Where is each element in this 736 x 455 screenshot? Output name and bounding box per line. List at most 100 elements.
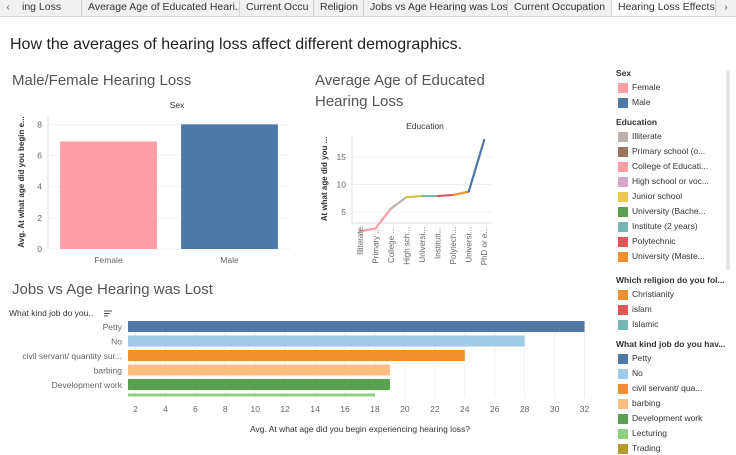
jobs-bar[interactable] <box>128 393 375 397</box>
legend-swatch <box>618 222 628 232</box>
jobs-bar[interactable] <box>128 379 390 390</box>
legend-label: islam <box>632 304 652 314</box>
legend-swatch <box>618 252 628 262</box>
legend-item[interactable]: Female <box>616 82 726 94</box>
legend-item[interactable]: University (Maste... <box>616 251 726 263</box>
tab-hearing-loss[interactable]: ing Loss <box>16 0 82 16</box>
bar-female[interactable] <box>60 141 157 249</box>
edu-chart-title-line1: Average Age of Educated <box>315 72 485 89</box>
education-header: Education <box>406 121 444 131</box>
legend-label: Petty <box>632 353 652 363</box>
legend-label: Islamic <box>632 319 659 329</box>
edu-category-label: Primary ... <box>371 227 380 263</box>
tab-scroll-right-icon[interactable]: › <box>724 2 728 13</box>
jobs-x-tick: 16 <box>340 404 350 414</box>
jobs-category-label: Petty <box>103 322 123 332</box>
jobs-x-tick: 24 <box>460 404 470 414</box>
edu-line-segment[interactable] <box>436 193 455 198</box>
sex-chart-title: Male/Female Hearing Loss <box>12 72 192 89</box>
jobs-bar[interactable] <box>128 335 525 347</box>
jobs-header: What kind job do you.. <box>9 308 93 318</box>
legend-item[interactable]: civil servant/ qua... <box>616 383 726 395</box>
tab-hearing-loss-effects[interactable]: Hearing Loss Effects <box>612 0 716 16</box>
tab-current-occupation[interactable]: Current Occupation <box>508 0 612 16</box>
jobs-category-label: barbing <box>94 366 123 376</box>
legend-item[interactable]: islam <box>616 304 726 316</box>
legend-item[interactable]: Islamic <box>616 319 726 331</box>
jobs-x-tick: 14 <box>310 404 320 414</box>
edu-category-label: High sch... <box>402 227 411 265</box>
legend-item[interactable]: Illiterate <box>616 131 726 143</box>
tab-jobs-vs-age[interactable]: Jobs vs Age Hearing was Lost <box>364 0 508 16</box>
legend-swatch <box>618 429 628 439</box>
legend-title: Which religion do you fol... <box>616 275 725 285</box>
edu-line-segment[interactable] <box>452 190 470 197</box>
tab-average-age-educated[interactable]: Average Age of Educated Heari... <box>82 0 240 16</box>
jobs-category-label: No <box>111 337 122 347</box>
legend-item[interactable]: Primary school (o... <box>616 146 726 158</box>
tab-religion[interactable]: Religion <box>314 0 364 16</box>
legend-item[interactable]: College of Educati... <box>616 161 726 173</box>
legend-swatch <box>618 147 628 157</box>
edu-chart-title-line2: Hearing Loss <box>315 93 404 110</box>
legend-item[interactable]: University (Bache... <box>616 206 726 218</box>
legend-item[interactable]: Lecturing <box>616 428 726 440</box>
edu-category-label: Universi... <box>418 227 427 263</box>
sex-category-label: Female <box>94 255 123 265</box>
legend-swatch <box>618 290 628 300</box>
legend-swatch <box>618 98 628 108</box>
legend-swatch <box>618 162 628 172</box>
legend-swatch <box>618 354 628 364</box>
legend-label: Primary school (o... <box>632 146 706 156</box>
legend-item[interactable]: Petty <box>616 353 726 365</box>
legend-swatch <box>618 132 628 142</box>
legend-swatch <box>618 384 628 394</box>
legend-item[interactable]: High school or voc... <box>616 176 726 188</box>
bar-male[interactable] <box>181 124 278 249</box>
legend-label: Junior school <box>632 191 683 201</box>
legend-label: Trading <box>632 443 661 453</box>
sex-y-axis-label: Avg. At what age did you begin e... <box>17 116 26 247</box>
jobs-bar[interactable] <box>128 364 390 376</box>
edu-y-tick: 15 <box>337 152 347 162</box>
edu-line-segment[interactable] <box>358 227 377 233</box>
legend-swatch <box>618 207 628 217</box>
legend-item[interactable]: Christianity <box>616 289 726 301</box>
edu-line-segment[interactable] <box>374 207 392 230</box>
tab-current-occu[interactable]: Current Occu <box>240 0 314 16</box>
edu-line-segment[interactable] <box>405 194 424 199</box>
edu-line-segment[interactable] <box>467 138 486 193</box>
edu-category-label: College ... <box>387 227 396 263</box>
jobs-x-tick: 4 <box>163 404 168 414</box>
tab-scroll-left-icon[interactable]: ‹ <box>6 2 10 13</box>
legend-swatch <box>618 83 628 93</box>
jobs-x-tick: 20 <box>400 404 410 414</box>
jobs-category-label: Development work <box>52 380 123 390</box>
edu-category-label: Polytech... <box>449 227 458 264</box>
legend-label: Polytechnic <box>632 236 676 246</box>
jobs-x-axis-label: Avg. At what age did you begin experienc… <box>250 424 470 434</box>
sort-descending-icon[interactable] <box>104 310 112 317</box>
legend-item[interactable]: Junior school <box>616 191 726 203</box>
edu-y-tick: 10 <box>337 180 347 190</box>
legend-item[interactable]: Trading <box>616 443 726 455</box>
jobs-chart-title: Jobs vs Age Hearing was Lost <box>12 281 213 298</box>
legend-title: Sex <box>616 68 632 78</box>
legend-label: Female <box>632 82 661 92</box>
edu-y-tick: 5 <box>341 207 346 217</box>
legend-swatch <box>618 414 628 424</box>
jobs-x-tick: 28 <box>520 404 530 414</box>
legend-item[interactable]: Polytechnic <box>616 236 726 248</box>
legend-item[interactable]: Male <box>616 97 726 109</box>
legend-scrollbar[interactable] <box>726 70 730 270</box>
legend-item[interactable]: No <box>616 368 726 380</box>
edu-line-segment[interactable] <box>389 196 408 210</box>
legend-item[interactable]: Development work <box>616 413 726 425</box>
sex-y-tick: 6 <box>37 151 42 161</box>
legend-swatch <box>618 444 628 454</box>
legend-item[interactable]: barbing <box>616 398 726 410</box>
jobs-bar[interactable] <box>128 321 585 332</box>
jobs-bar[interactable] <box>128 350 465 361</box>
legend-label: University (Bache... <box>632 206 706 216</box>
legend-item[interactable]: Institute (2 years) <box>616 221 726 233</box>
